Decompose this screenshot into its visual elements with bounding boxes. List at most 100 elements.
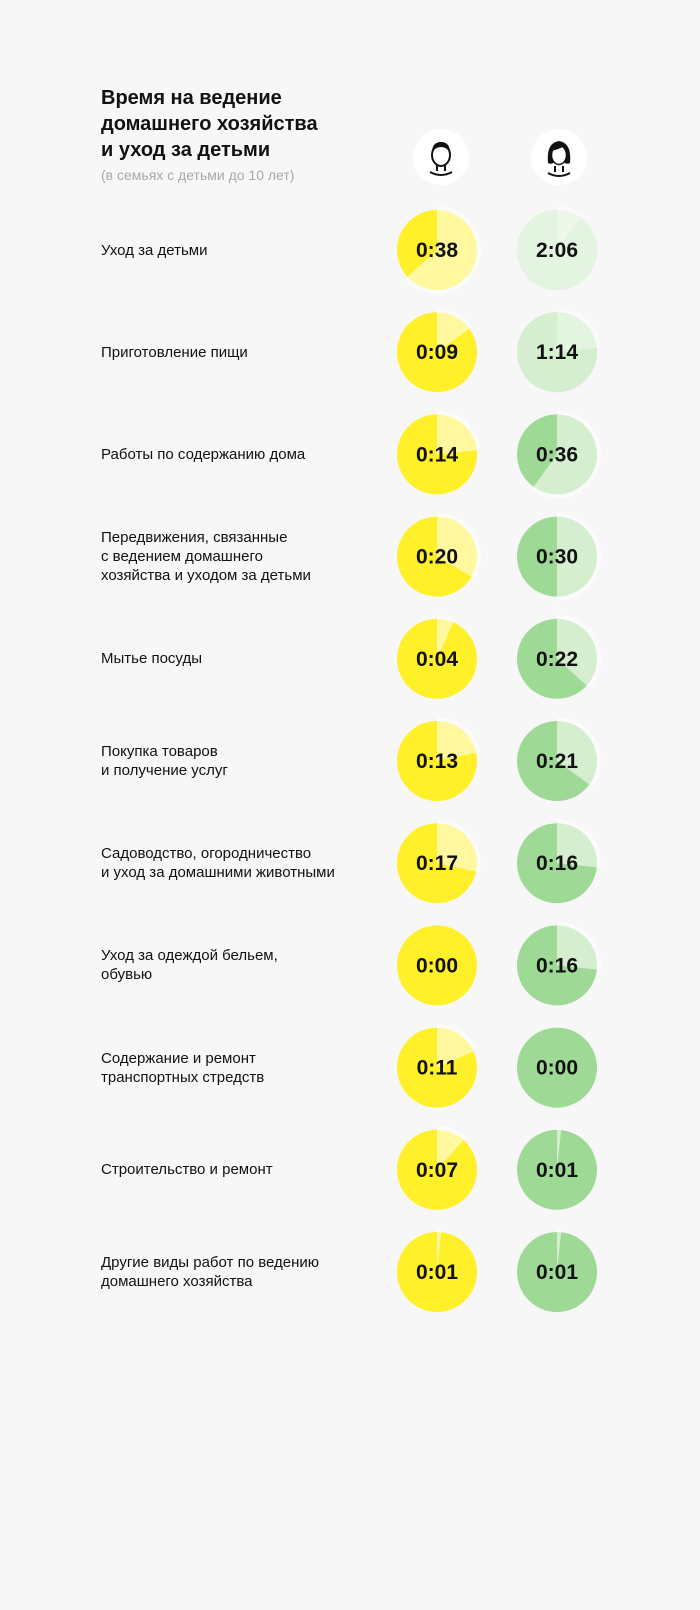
women-value-label: 0:16 bbox=[536, 954, 578, 977]
men-value-label: 0:13 bbox=[416, 750, 458, 773]
category-label-line: и уход за домашними животными bbox=[101, 864, 335, 882]
men-pie: 0:07 bbox=[397, 1125, 477, 1210]
women-value-label: 0:22 bbox=[536, 648, 578, 671]
women-value-label: 0:01 bbox=[536, 1261, 578, 1284]
women-pie: 1:14 bbox=[516, 308, 601, 393]
men-pie: 0:17 bbox=[397, 819, 482, 904]
chart-title: Время на ведение домашнего хозяйства и у… bbox=[101, 85, 391, 163]
category-label-line: Другие виды работ по ведению bbox=[101, 1254, 320, 1271]
men-value-label: 0:14 bbox=[416, 443, 458, 466]
men-value-label: 0:09 bbox=[416, 341, 458, 364]
women-pie: 0:16 bbox=[517, 921, 602, 1006]
men-pie: 0:04 bbox=[397, 614, 477, 699]
category-label: Содержание и ремонт транспортных стредств bbox=[101, 1049, 381, 1087]
women-pie: 0:16 bbox=[517, 819, 602, 904]
men-value-label: 0:00 bbox=[416, 954, 458, 977]
category-label: Приготовление пищи bbox=[101, 343, 381, 362]
men-value-label: 0:01 bbox=[416, 1261, 458, 1284]
women-value-label: 2:06 bbox=[536, 239, 578, 262]
category-label-line: Мытье посуды bbox=[101, 650, 202, 668]
category-label: Строительство и ремонт bbox=[101, 1160, 381, 1179]
men-value-label: 0:11 bbox=[417, 1057, 458, 1080]
category-label: Другие виды работ по ведению домашнего хо… bbox=[101, 1253, 381, 1291]
men-pie: 0:20 bbox=[397, 512, 482, 597]
category-label-line: Покупка товаров bbox=[101, 743, 218, 760]
men-time-wedge bbox=[437, 512, 482, 579]
men-pie: 0:38 bbox=[397, 206, 481, 295]
women-value-label: 1:14 bbox=[536, 341, 578, 364]
men-pie: 0:01 bbox=[397, 1228, 477, 1312]
women-time-wedge bbox=[516, 210, 597, 290]
women-value-label: 0:21 bbox=[536, 750, 578, 773]
category-label-line: обувью bbox=[101, 966, 153, 984]
men-pie: 0:11 bbox=[397, 1023, 478, 1108]
women-pie: 0:01 bbox=[517, 1125, 597, 1210]
women-time-wedge bbox=[557, 819, 602, 868]
women-pie: 0:21 bbox=[517, 717, 602, 801]
men-pie: 0:09 bbox=[397, 308, 477, 393]
men-pie: 0:13 bbox=[397, 717, 481, 801]
women-time-wedge bbox=[557, 614, 601, 689]
men-time-wedge bbox=[437, 819, 482, 873]
chart-subtitle: (в семьях с детьми до 10 лет) bbox=[101, 167, 295, 183]
men-pie: 0:14 bbox=[397, 410, 481, 495]
women-time-wedge bbox=[516, 312, 597, 393]
women-value-label: 0:16 bbox=[536, 852, 578, 875]
men-pie: 0:00 bbox=[397, 925, 477, 1006]
women-value-label: 0:00 bbox=[536, 1057, 578, 1080]
category-label-line: Уход за детьми bbox=[101, 241, 208, 259]
woman-avatar-icon bbox=[531, 129, 587, 185]
men-time-wedge bbox=[437, 1125, 467, 1170]
women-time-wedge bbox=[557, 717, 602, 787]
category-label-line: Строительство и ремонт bbox=[101, 1161, 273, 1179]
category-label: Уход за одеждой бельем, обувью bbox=[101, 946, 381, 984]
category-label: Передвижения, связанные с ведением домашн… bbox=[101, 528, 381, 585]
women-pie: 2:06 bbox=[516, 206, 597, 290]
category-label-line: Передвижения, связанные bbox=[101, 529, 288, 547]
women-time-wedge bbox=[516, 210, 597, 290]
men-time-wedge bbox=[437, 717, 481, 761]
title-line: и уход за детьми bbox=[101, 139, 271, 161]
men-circle bbox=[397, 925, 477, 1006]
men-time-wedge bbox=[437, 1228, 442, 1272]
category-label-line: Содержание и ремонт bbox=[101, 1049, 256, 1067]
category-label-line: транспортных стредств bbox=[101, 1068, 265, 1086]
women-circle bbox=[517, 1027, 597, 1108]
category-label: Работы по содержанию дома bbox=[101, 445, 381, 464]
category-label: Мытье посуды bbox=[101, 649, 381, 668]
women-time-wedge bbox=[557, 1228, 562, 1272]
men-value-label: 0:38 bbox=[416, 239, 458, 262]
category-label-line: Садоводство, огородничество bbox=[101, 845, 312, 863]
category-label-line: с ведением домашнего bbox=[101, 548, 263, 566]
men-time-wedge bbox=[404, 206, 481, 295]
man-avatar-icon bbox=[413, 129, 469, 185]
category-label-line: и получение услуг bbox=[101, 762, 228, 779]
men-time-wedge bbox=[437, 410, 481, 455]
women-time-wedge bbox=[557, 512, 601, 601]
category-label: Покупка товаров и получение услуг bbox=[101, 742, 381, 780]
category-label-line: Уход за одеждой бельем, bbox=[101, 947, 278, 965]
title-line: домашнего хозяйства bbox=[101, 113, 318, 135]
men-time-wedge bbox=[437, 308, 473, 353]
title-line: Время на ведение bbox=[101, 87, 282, 109]
category-label-line: хозяйства и уходом за детьми bbox=[101, 567, 311, 585]
category-label-line: домашнего хозяйства bbox=[101, 1273, 253, 1290]
women-value-label: 0:30 bbox=[536, 546, 578, 569]
women-pie: 0:36 bbox=[517, 410, 601, 499]
women-pie: 0:30 bbox=[517, 512, 601, 601]
women-time-wedge bbox=[557, 206, 583, 250]
men-value-label: 0:17 bbox=[416, 852, 458, 875]
women-time-wedge bbox=[557, 1125, 562, 1170]
men-value-label: 0:20 bbox=[416, 546, 458, 569]
women-pie: 0:22 bbox=[517, 614, 601, 699]
women-value-label: 0:01 bbox=[536, 1159, 578, 1182]
men-time-wedge bbox=[437, 1023, 478, 1068]
women-time-wedge bbox=[557, 308, 601, 353]
men-value-label: 0:07 bbox=[416, 1159, 458, 1182]
women-pie: 0:01 bbox=[517, 1228, 597, 1312]
women-pie: 0:00 bbox=[517, 1027, 597, 1108]
men-time-wedge bbox=[437, 614, 455, 659]
category-label: Садоводство, огородничество и уход за дом… bbox=[101, 844, 381, 882]
women-value-label: 0:36 bbox=[536, 443, 578, 466]
